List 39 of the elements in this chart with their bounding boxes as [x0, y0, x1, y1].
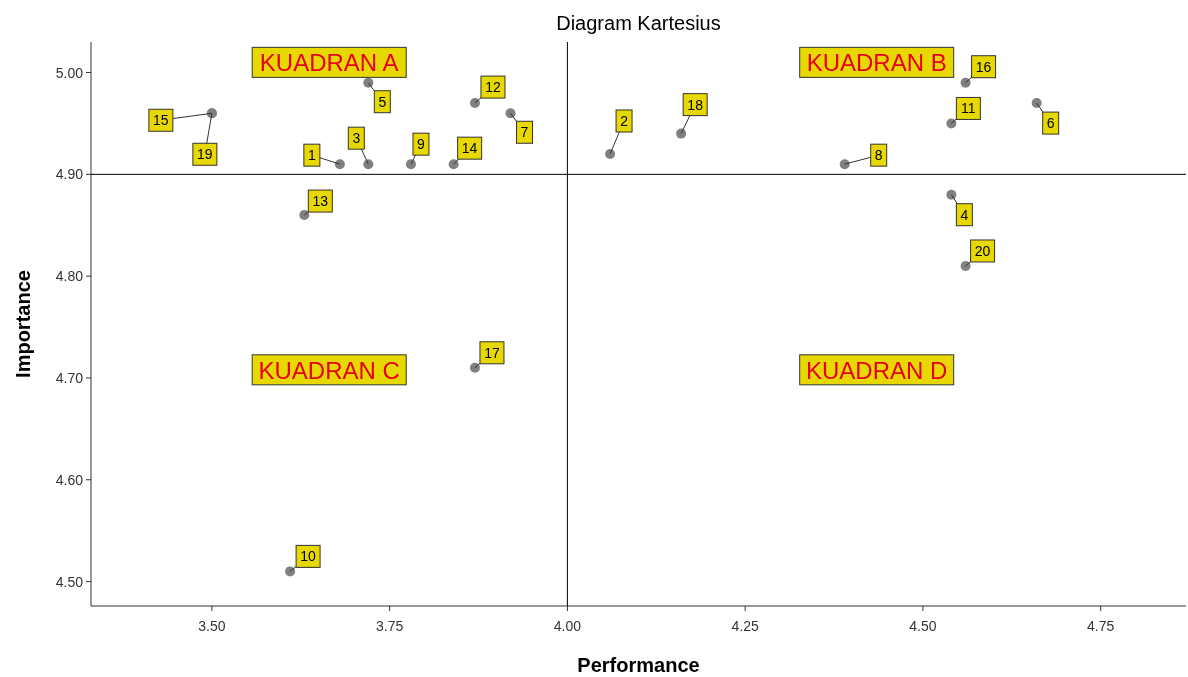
annotation: 6 [1046, 115, 1055, 132]
x-tick-label: 4.50 [909, 618, 937, 634]
x-tick-label: 3.75 [376, 618, 404, 634]
annotation: 7 [520, 124, 529, 141]
annotation: 17 [484, 344, 500, 361]
annotation: 16 [975, 58, 992, 75]
annotation: 15 [153, 112, 169, 129]
annotation: 3 [352, 130, 361, 147]
annotation: 9 [417, 136, 426, 153]
annotation: KUADRAN A [259, 49, 399, 77]
y-tick-label: 4.50 [55, 573, 84, 590]
x-tick-label: 4.00 [553, 618, 582, 634]
annotation: 10 [300, 548, 317, 565]
annotation: 19 [197, 146, 213, 163]
x-tick-label: 3.50 [198, 618, 226, 634]
annotation: 20 [974, 242, 991, 259]
x-tick-label: 4.25 [731, 618, 759, 634]
annotation: 1 [307, 147, 316, 164]
annotation: KUADRAN C [258, 356, 400, 384]
annotation: 5 [378, 93, 387, 110]
y-tick-label: 5.00 [55, 64, 84, 81]
y-tick-label: 4.60 [55, 471, 84, 488]
annotation: 18 [687, 96, 704, 113]
annotation: 11 [961, 100, 976, 117]
annotation: 12 [485, 79, 501, 96]
annotation: KUADRAN D [806, 356, 948, 384]
x-axis-title: Performance [577, 654, 700, 676]
y-axis-title: Importance [12, 270, 34, 378]
annotation: 4 [960, 206, 969, 223]
annotation: 14 [461, 140, 478, 157]
chart-title: Diagram Kartesius [556, 12, 721, 34]
y-tick-label: 4.80 [55, 268, 84, 285]
annotation: 13 [312, 193, 329, 210]
y-tick-label: 4.70 [55, 369, 84, 386]
annotation: KUADRAN B [806, 49, 947, 77]
y-tick-label: 4.90 [55, 166, 84, 183]
x-tick-label: 4.75 [1087, 618, 1115, 634]
annotation: 8 [874, 147, 883, 164]
annotation: 2 [620, 112, 629, 129]
